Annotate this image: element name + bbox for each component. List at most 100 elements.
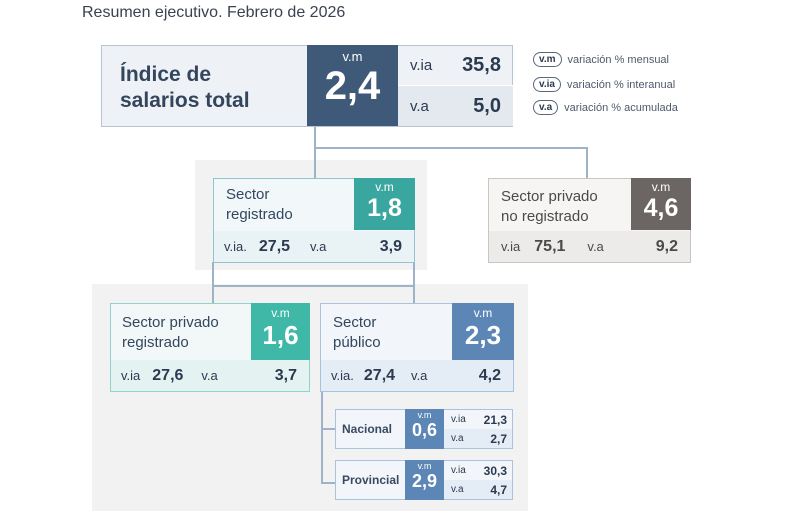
legend-abbr: v.ia [533, 77, 561, 92]
provincial-va-value: 4,7 [490, 482, 507, 497]
registrado-values-row: v.ia. 27,5 v.a 3,9 [214, 231, 414, 262]
no-registrado-via-label: v.ia [501, 239, 521, 254]
registrado-name-line2: registrado [226, 206, 293, 223]
total-vm-cell: v.m 2,4 [307, 45, 398, 126]
legend-abbr: v.m [533, 52, 562, 67]
privado-registrado-vm-label: v.m [271, 306, 290, 320]
nacional-via-value: 21,3 [483, 412, 507, 427]
registrado-vm-label: v.m [375, 180, 394, 194]
legend-text: variación % interanual [566, 78, 676, 91]
sector-publico-box: Sector público v.m 2,3 v.ia. 27,4 v.a 4,… [320, 303, 514, 392]
privado-registrado-name-line1: Sector privado [122, 314, 219, 331]
connector-line [321, 482, 335, 484]
publico-name: Sector público [333, 313, 381, 353]
total-via-value: 35,8 [462, 54, 501, 76]
no-registrado-values-row: v.ia 75,1 v.a 9,2 [489, 231, 690, 262]
connector-line [314, 147, 588, 149]
privado-registrado-name-line2: registrado [122, 334, 189, 351]
nacional-va-value: 2,7 [490, 431, 507, 446]
registrado-vm-value: 1,8 [367, 194, 402, 222]
no-registrado-va-label: v.a [587, 239, 604, 254]
total-vm-value: 2,4 [324, 64, 381, 108]
no-registrado-via-value: 75,1 [534, 237, 566, 255]
no-registrado-name-line1: Sector privado [501, 188, 598, 205]
total-name-line2: salarios total [120, 89, 250, 112]
publico-va-value: 4,2 [478, 366, 501, 384]
registrado-va-label: v.a [310, 239, 327, 254]
registrado-name-line1: Sector [226, 186, 270, 203]
connector-line [314, 147, 316, 179]
connector-line [212, 285, 214, 305]
total-va-label: v.a [410, 97, 429, 115]
connector-line [314, 127, 316, 148]
no-registrado-vm-cell: v.m 4,6 [631, 178, 691, 230]
total-va-value: 5,0 [473, 94, 501, 117]
connector-line [413, 262, 415, 305]
publico-name-line2: público [333, 334, 381, 351]
legend-text: variación % acumulada [564, 101, 678, 114]
no-registrado-vm-value: 4,6 [643, 194, 679, 222]
legend-item-vm: v.m variación % mensual [533, 52, 669, 67]
privado-registrado-vm-cell: v.m 1,6 [251, 303, 310, 360]
publico-name-line1: Sector [333, 314, 377, 331]
sector-registrado-box: Sector registrado v.m 1,8 v.ia. 27,5 v.a… [213, 178, 415, 263]
registrado-via-label: v.ia. [224, 239, 247, 254]
registrado-via-value: 27,5 [258, 237, 291, 255]
provincial-va-row: v.a 4,7 [444, 480, 512, 499]
connector-line [212, 262, 214, 286]
no-registrado-name: Sector privado no registrado [501, 187, 598, 227]
provincial-via-value: 30,3 [483, 463, 507, 478]
connector-line [321, 428, 335, 430]
provincial-vm-label: v.m [417, 461, 432, 471]
nacional-vm-cell: v.m 0,6 [405, 409, 444, 449]
provincial-box: Provincial v.m 2,9 v.ia 30,3 v.a 4,7 [335, 460, 513, 500]
no-registrado-vm-label: v.m [651, 180, 671, 194]
no-registrado-va-value: 9,2 [655, 237, 678, 255]
publico-values-row: v.ia. 27,4 v.a 4,2 [321, 360, 513, 391]
connector-line [321, 391, 323, 484]
privado-registrado-va-label: v.a [201, 368, 218, 383]
registrado-vm-cell: v.m 1,8 [354, 178, 415, 230]
sector-no-registrado-box: Sector privado no registrado v.m 4,6 v.i… [488, 178, 691, 263]
legend-text: variación % mensual [567, 53, 670, 66]
no-registrado-name-line2: no registrado [501, 208, 589, 225]
provincial-vm-value: 2,9 [411, 471, 438, 491]
connector-line [212, 285, 415, 287]
nacional-va-row: v.a 2,7 [444, 429, 512, 448]
provincial-va-label: v.a [451, 484, 464, 495]
privado-registrado-via-value: 27,6 [152, 366, 184, 384]
nacional-via-row: v.ia 21,3 [444, 410, 512, 429]
publico-va-label: v.a [411, 368, 428, 383]
page-subtitle: Resumen ejecutivo. Febrero de 2026 [82, 4, 346, 21]
nacional-via-label: v.ia [451, 414, 466, 425]
total-salary-index-box: Índice de salarios total v.m 2,4 v.ia 35… [101, 45, 513, 127]
total-va-row: v.a 5,0 [398, 86, 513, 126]
registrado-name: Sector registrado [226, 185, 293, 225]
legend-item-via: v.ia variación % interanual [533, 77, 675, 92]
total-vm-label: v.m [342, 49, 363, 64]
registrado-va-value: 3,9 [379, 237, 402, 255]
privado-registrado-va-value: 3,7 [274, 366, 297, 384]
connector-line [586, 147, 588, 179]
publico-vm-cell: v.m 2,3 [452, 303, 514, 360]
privado-registrado-vm-value: 1,6 [262, 320, 299, 350]
publico-via-value: 27,4 [363, 366, 396, 384]
provincial-vm-cell: v.m 2,9 [405, 460, 444, 500]
legend-abbr: v.a [533, 100, 559, 115]
nacional-va-label: v.a [451, 433, 464, 444]
total-name: Índice de salarios total [120, 62, 250, 114]
legend-item-va: v.a variación % acumulada [533, 100, 678, 115]
publico-vm-value: 2,3 [464, 320, 502, 350]
nacional-name: Nacional [342, 422, 393, 436]
privado-registrado-values-row: v.ia 27,6 v.a 3,7 [111, 360, 309, 391]
provincial-name: Provincial [342, 473, 400, 487]
publico-vm-label: v.m [473, 306, 493, 320]
privado-registrado-via-label: v.ia [121, 368, 141, 383]
privado-registrado-name: Sector privado registrado [122, 313, 219, 353]
provincial-via-row: v.ia 30,3 [444, 461, 512, 480]
nacional-vm-value: 0,6 [411, 420, 438, 440]
provincial-via-label: v.ia [451, 465, 466, 476]
sector-privado-registrado-box: Sector privado registrado v.m 1,6 v.ia 2… [110, 303, 310, 392]
nacional-vm-label: v.m [417, 410, 432, 420]
total-via-row: v.ia 35,8 [398, 46, 513, 86]
